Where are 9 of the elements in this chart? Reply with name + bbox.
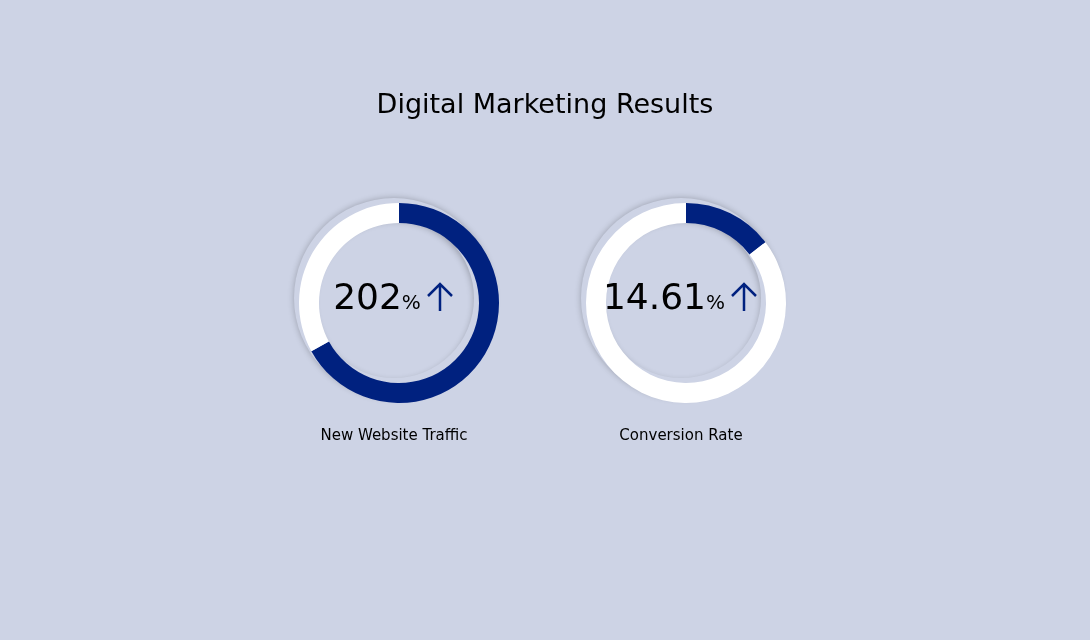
text: Conversion Rate [618,426,744,444]
chart-title: Digital Marketing Results [375,88,715,119]
donut-slice [686,203,766,255]
donut-slice [311,203,499,403]
text: New Website Traffic [319,426,469,444]
text: 14.61% [602,276,726,317]
donut-slice [299,203,399,352]
text: 202% [333,276,421,317]
donut-slice [586,203,786,403]
